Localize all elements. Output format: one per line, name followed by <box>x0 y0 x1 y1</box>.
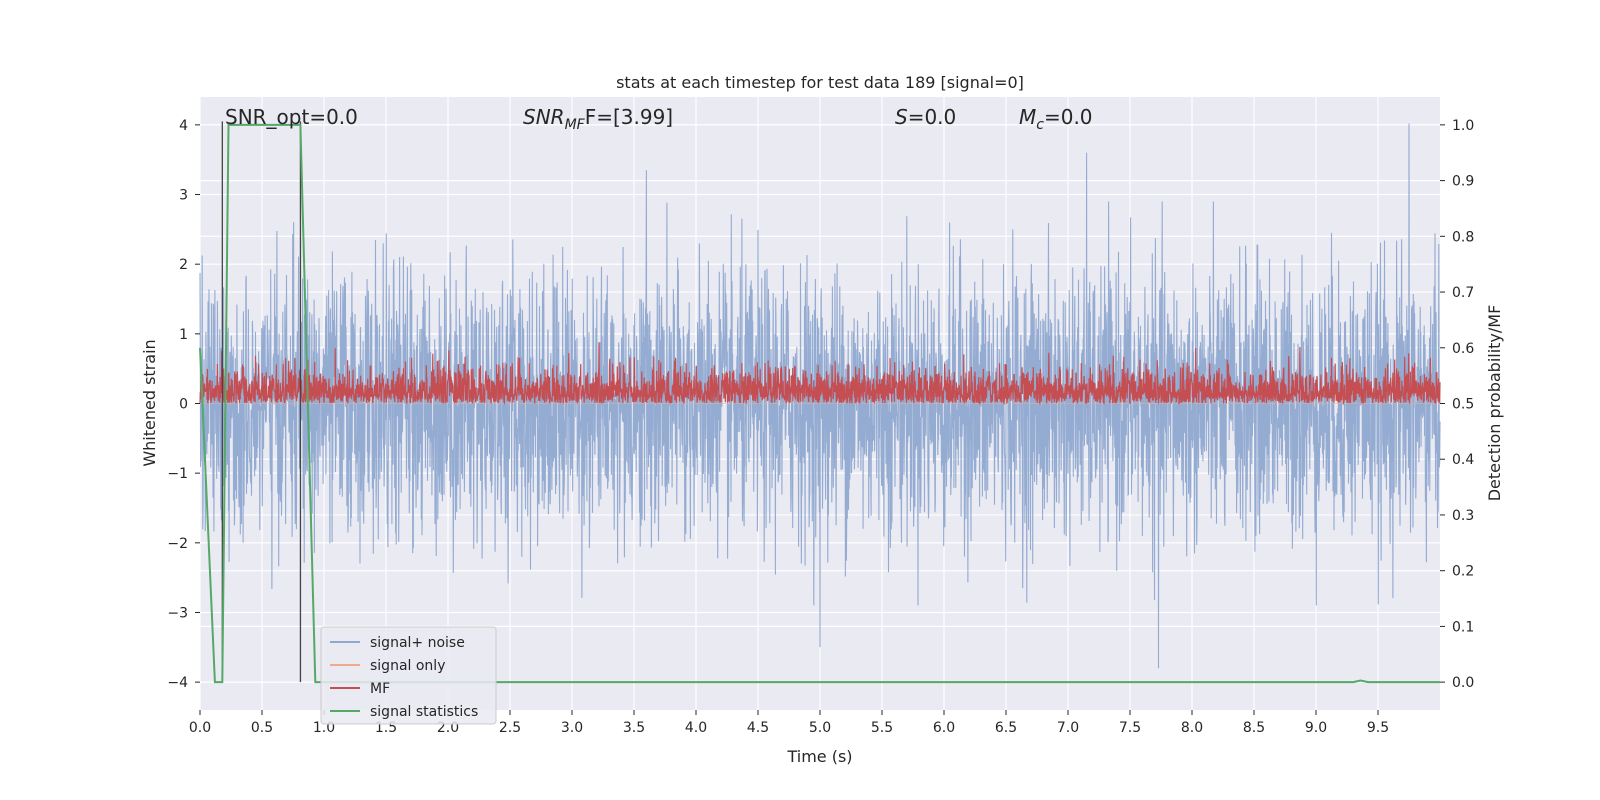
series-mf-line <box>199 342 1441 406</box>
series-signal-noise-line <box>199 123 1441 669</box>
annotation-layer: SNR_opt=0.0 SNRMFF=[3.99] S=0.0 Mc=0.0 <box>225 105 1093 133</box>
snr-mf-value: F=[3.99] <box>585 105 673 129</box>
y2-tick-label: 0.5 <box>1452 397 1474 413</box>
y-tick-label: 1 <box>179 327 188 343</box>
mc-subscript: c <box>1036 117 1044 133</box>
legend-label: signal+ noise <box>370 635 465 651</box>
x-tick-label: 2.5 <box>499 720 521 736</box>
x-tick-label: 7.5 <box>1119 720 1141 736</box>
y2-tick-label: 0.6 <box>1452 341 1474 357</box>
y2-tick-label: 0.2 <box>1452 564 1474 580</box>
y2-tick-label: 0.9 <box>1452 174 1474 190</box>
x-tick-label: 0.0 <box>189 720 211 736</box>
x-tick-label: 9.0 <box>1305 720 1327 736</box>
chart-title: stats at each timestep for test data 189… <box>616 73 1024 92</box>
y-tick-label: −3 <box>167 605 188 621</box>
y-tick-label: −4 <box>167 675 188 691</box>
s-value: =0.0 <box>908 105 957 129</box>
y-tick-label: 0 <box>179 397 188 413</box>
x-tick-label: 5.0 <box>809 720 831 736</box>
s-annotation: S=0.0 <box>895 105 956 129</box>
x-tick-label: 6.0 <box>933 720 955 736</box>
y2-axis-title: Detection probability/MF <box>1485 305 1504 502</box>
y-tick-label: −1 <box>167 466 188 482</box>
x-tick-label: 5.5 <box>871 720 893 736</box>
x-tick-label: 6.5 <box>995 720 1017 736</box>
s-var: S <box>895 105 908 129</box>
snr-mf-main: SNR <box>523 105 565 129</box>
x-tick-label: 4.5 <box>747 720 769 736</box>
y2-tick-label: 1.0 <box>1452 118 1474 134</box>
mc-var: M <box>1019 105 1036 129</box>
axes-layer: 0.0 0.5 1.0 1.5 2.0 2.5 3.0 3.5 4.0 4.5 5.0 5.5 6.0 6… <box>167 118 1474 736</box>
series-signal-statistics-line <box>199 123 1440 684</box>
y-tick-label: −2 <box>167 536 188 552</box>
x-tick-label: 9.5 <box>1367 720 1389 736</box>
y2-tick-label: 0.3 <box>1452 508 1474 524</box>
y-tick-label: 3 <box>179 188 188 204</box>
x-tick-label: 3.5 <box>623 720 645 736</box>
snr-mf-annotation: SNRMFF=[3.99] <box>523 105 673 133</box>
y-axis-title: Whitened strain <box>140 339 159 466</box>
legend-label: signal statistics <box>370 704 478 720</box>
y-tick-label: 4 <box>179 118 188 134</box>
mc-value: =0.0 <box>1044 105 1093 129</box>
x-axis-title: Time (s) <box>786 747 852 766</box>
snr-mf-subscript: MF <box>565 117 586 133</box>
legend-label: MF <box>370 681 390 697</box>
y2-tick-label: 0.0 <box>1452 675 1474 691</box>
y2-tick-label: 0.4 <box>1452 452 1474 468</box>
y2-tick-label: 0.7 <box>1452 285 1474 301</box>
y-tick-label: 2 <box>179 257 188 273</box>
series-layer <box>199 121 1441 684</box>
legend-frame <box>320 626 497 725</box>
x-tick-label: 8.5 <box>1243 720 1265 736</box>
legend: signal+ noise signal only MF signal statist… <box>320 626 497 725</box>
y2-tick-label: 0.1 <box>1452 619 1474 635</box>
x-tick-label: 0.5 <box>251 720 273 736</box>
x-tick-label: 7.0 <box>1057 720 1079 736</box>
y2-tick-label: 0.8 <box>1452 229 1474 245</box>
legend-label: signal only <box>370 658 445 674</box>
x-tick-label: 8.0 <box>1181 720 1203 736</box>
x-tick-label: 4.0 <box>685 720 707 736</box>
snr-opt-annotation: SNR_opt=0.0 <box>225 105 358 129</box>
x-tick-label: 3.0 <box>561 720 583 736</box>
mc-annotation: Mc=0.0 <box>1019 105 1093 133</box>
